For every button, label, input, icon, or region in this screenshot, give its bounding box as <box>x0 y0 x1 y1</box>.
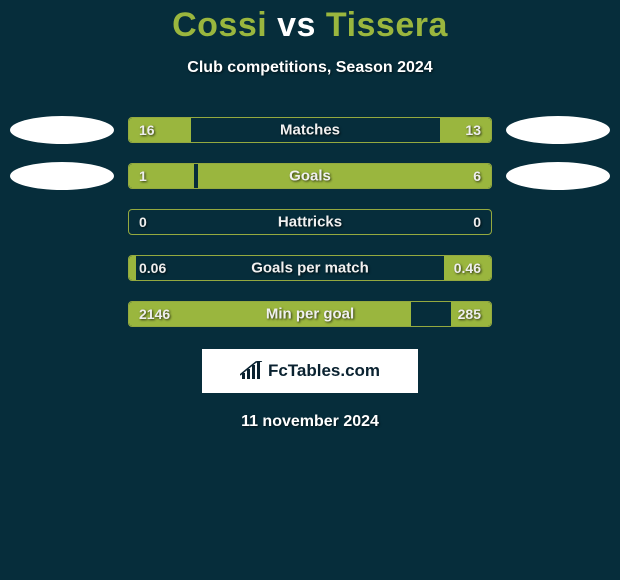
stat-row: 0.06 0.46 Goals per match <box>10 255 610 281</box>
stat-value-left: 0 <box>139 214 147 230</box>
page-title: Cossi vs Tissera <box>0 0 620 45</box>
subtitle: Club competitions, Season 2024 <box>0 59 620 77</box>
ellipse-left <box>10 208 114 236</box>
stat-bar: 2146 285 Min per goal <box>128 301 492 327</box>
stat-bar: 16 13 Matches <box>128 117 492 143</box>
stat-bar: 0.06 0.46 Goals per match <box>128 255 492 281</box>
ellipse-left <box>10 162 114 190</box>
stat-bar: 0 0 Hattricks <box>128 209 492 235</box>
stat-row: 0 0 Hattricks <box>10 209 610 235</box>
brand-box: FcTables.com <box>202 349 418 393</box>
brand-text: FcTables.com <box>268 361 380 381</box>
stat-row: 16 13 Matches <box>10 117 610 143</box>
ellipse-left <box>10 254 114 282</box>
stat-label: Hattricks <box>278 214 342 231</box>
player1-name: Cossi <box>172 6 267 44</box>
ellipse-left <box>10 300 114 328</box>
ellipse-right <box>506 300 610 328</box>
stat-value-right: 0.46 <box>454 260 481 276</box>
stat-value-right: 0 <box>473 214 481 230</box>
ellipse-right <box>506 116 610 144</box>
chart-icon <box>240 361 264 381</box>
stat-label: Matches <box>280 122 340 139</box>
stat-value-left: 1 <box>139 168 147 184</box>
stat-value-right: 285 <box>458 306 481 322</box>
stat-bar: 1 6 Goals <box>128 163 492 189</box>
stat-row: 2146 285 Min per goal <box>10 301 610 327</box>
brand-footer: FcTables.com <box>0 349 620 393</box>
stat-value-left: 0.06 <box>139 260 166 276</box>
stat-row: 1 6 Goals <box>10 163 610 189</box>
ellipse-left <box>10 116 114 144</box>
vs-text: vs <box>277 6 316 44</box>
stat-value-left: 2146 <box>139 306 170 322</box>
stat-value-left: 16 <box>139 122 155 138</box>
stat-value-right: 6 <box>473 168 481 184</box>
stat-label: Min per goal <box>266 306 354 323</box>
player2-name: Tissera <box>326 6 448 44</box>
ellipse-right <box>506 208 610 236</box>
stat-label: Goals <box>289 168 331 185</box>
date-text: 11 november 2024 <box>0 413 620 431</box>
stat-value-right: 13 <box>465 122 481 138</box>
bar-fill-right <box>198 164 491 188</box>
bar-fill-left <box>129 256 136 280</box>
stats-container: 1613Matches16Goals00Hattricks0.060.46Goa… <box>0 117 620 327</box>
ellipse-right <box>506 162 610 190</box>
stat-label: Goals per match <box>251 260 369 277</box>
ellipse-right <box>506 254 610 282</box>
